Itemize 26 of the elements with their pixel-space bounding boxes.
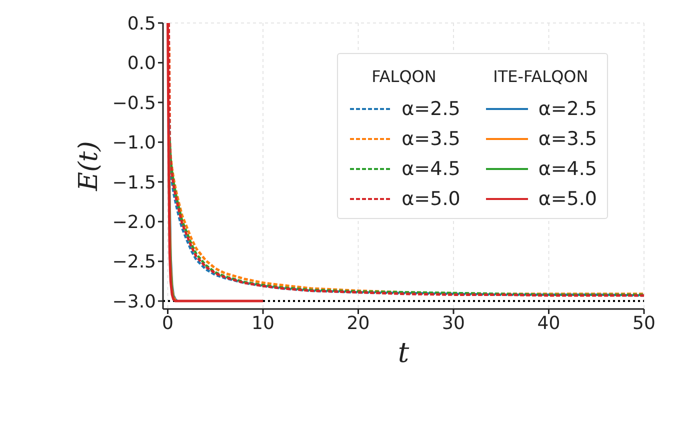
x-tick-label: 30 [442, 312, 465, 334]
legend-label: α=5.0 [402, 188, 460, 210]
y-tick-label: −1.0 [112, 132, 156, 154]
y-axis-title: E(t) [74, 141, 104, 192]
y-tick-label: −0.5 [112, 92, 156, 114]
y-tick-label: 0.0 [127, 53, 156, 74]
legend-label: α=2.5 [538, 98, 597, 120]
y-tick-label: 0.5 [127, 13, 156, 34]
legend-label: α=4.5 [538, 158, 597, 180]
text: ITE-FALQON [493, 67, 588, 86]
x-axis-title: t [398, 336, 410, 369]
x-tick-label: 40 [537, 312, 560, 334]
y-tick-label: −1.5 [112, 172, 156, 194]
x-tick-label: 0 [162, 312, 174, 334]
x-tick-label: 20 [346, 312, 370, 334]
y-tick-label: −2.0 [112, 212, 156, 233]
x-tick-label: 50 [632, 312, 656, 334]
y-tick-label: −2.5 [112, 252, 156, 273]
legend-label: α=4.5 [402, 158, 460, 180]
text: FALQON [372, 67, 436, 86]
x-tick-label: 10 [252, 312, 274, 334]
y-tick-label: −3.0 [112, 291, 156, 312]
legend-label: α=3.5 [538, 128, 597, 150]
legend-label: α=3.5 [402, 128, 460, 150]
legend-label: α=5.0 [538, 188, 597, 210]
legend-label: α=2.5 [402, 98, 460, 120]
